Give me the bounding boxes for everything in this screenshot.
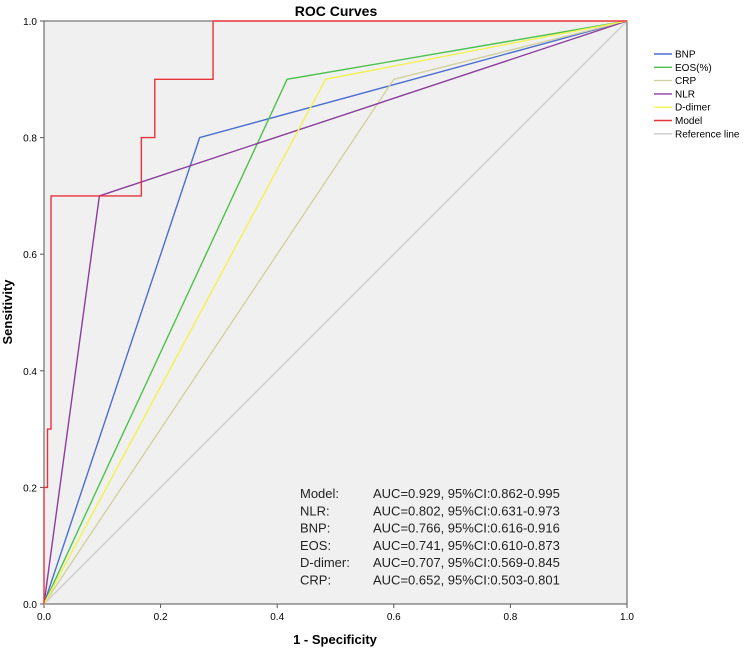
series-line-bnp: [43, 20, 628, 605]
axis-ticks: 0.0 0.2 0.4 0.6 0.8 1.0 0.0 0.2 0.4 0.6 0.8 1.0: [23, 17, 634, 623]
annotation-name: D-dimer:: [300, 555, 350, 570]
annotation-value: AUC=0.766, 95%CI:0.616-0.916: [373, 521, 560, 536]
annotation-value: AUC=0.652, 95%CI:0.503-0.801: [373, 573, 560, 588]
series-line-eos: [43, 20, 628, 605]
annotation-name: EOS:: [300, 538, 331, 553]
legend-label-nlr: NLR: [675, 89, 695, 100]
y-tick-label: 0.8: [23, 134, 37, 145]
x-tick-label: 0.8: [503, 612, 517, 623]
x-tick-label: 0.4: [270, 612, 284, 623]
annotation-name: Model:: [300, 486, 339, 501]
legend: BNP EOS(%) CRP NLR D-dimer Model Reference lin…: [654, 50, 740, 140]
annotation-value: AUC=0.707, 95%CI:0.569-0.845: [373, 555, 560, 570]
x-tick-label: 0.2: [154, 612, 168, 623]
annotation-value: AUC=0.802, 95%CI:0.631-0.973: [373, 503, 560, 518]
y-tick-label: 0.6: [23, 250, 37, 261]
legend-label-bnp: BNP: [675, 50, 696, 61]
x-tick-label: 0.6: [387, 612, 401, 623]
series-line-model: [43, 20, 627, 604]
y-axis-label: Sensitivity: [0, 279, 15, 345]
series-line-crp: [43, 20, 628, 605]
series-line-reference-line: [43, 20, 628, 605]
legend-label-model: Model: [675, 116, 702, 127]
annotation-value: AUC=0.929, 95%CI:0.862-0.995: [373, 486, 560, 501]
y-tick-label: 0.2: [23, 483, 37, 494]
legend-label-eos: EOS(%): [675, 63, 712, 74]
y-tick-label: 0.0: [23, 600, 37, 611]
x-tick-label: 1.0: [620, 612, 634, 623]
annotation-name: CRP:: [300, 573, 331, 588]
legend-label-crp: CRP: [675, 76, 696, 87]
legend-label-reference-line: Reference line: [675, 129, 740, 140]
series-line-d-dimer: [43, 20, 628, 605]
x-axis-label: 1 - Specificity: [293, 632, 378, 647]
chart-title: ROC Curves: [295, 3, 378, 19]
annotation-name: BNP:: [300, 521, 330, 536]
series-layer: [43, 20, 628, 605]
legend-label-d-dimer: D-dimer: [675, 103, 711, 114]
x-tick-label: 0.0: [37, 612, 51, 623]
y-tick-label: 1.0: [23, 17, 37, 28]
annotation-value: AUC=0.741, 95%CI:0.610-0.873: [373, 538, 560, 553]
y-tick-label: 0.4: [23, 367, 37, 378]
auc-annotations: Model: AUC=0.929, 95%CI:0.862-0.995 NLR: AU…: [300, 486, 560, 588]
annotation-name: NLR:: [300, 503, 330, 518]
